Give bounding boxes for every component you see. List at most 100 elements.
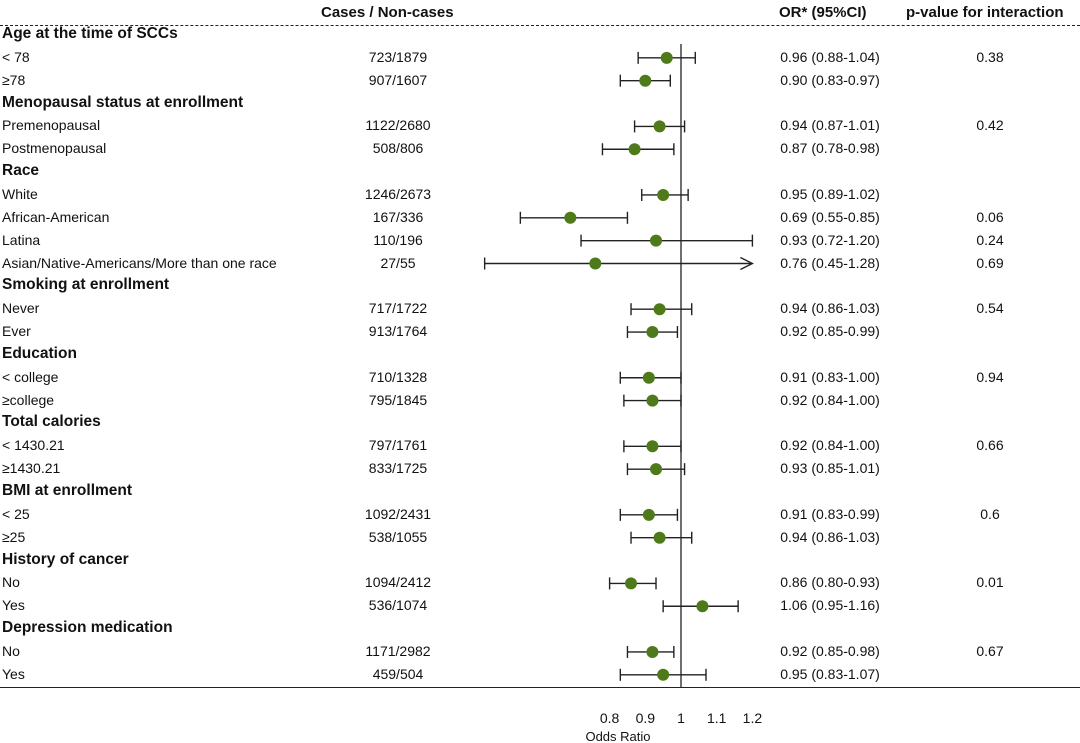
cases-value: 1094/2412 <box>364 574 432 591</box>
cases-value: 536/1074 <box>368 597 428 614</box>
row-label: No <box>2 642 20 659</box>
row-label: Latina <box>2 231 41 248</box>
or-point <box>650 463 663 476</box>
or-ci-value: 0.93 (0.85-1.01) <box>780 460 880 477</box>
row-label: < 78 <box>2 48 30 65</box>
or-ci-value: 0.76 (0.45-1.28) <box>780 254 880 271</box>
or-ci-value: 0.92 (0.84-1.00) <box>780 437 880 454</box>
group-heading: Depression medication <box>2 619 173 637</box>
or-ci-value: 0.95 (0.83-1.07) <box>780 665 880 682</box>
p-value: 0.69 <box>976 254 1004 271</box>
p-value: 0.66 <box>976 437 1004 454</box>
or-point <box>696 600 709 613</box>
cases-value: 508/806 <box>372 140 424 157</box>
group-heading: BMI at enrollment <box>2 482 133 499</box>
or-ci-value: 0.96 (0.88-1.04) <box>780 48 880 65</box>
row-label: < 25 <box>2 505 30 522</box>
group-heading: Total calories <box>2 413 101 431</box>
or-ci-value: 0.95 (0.89-1.02) <box>780 185 880 202</box>
or-ci-value: 0.91 (0.83-0.99) <box>780 505 880 522</box>
or-point <box>589 257 602 270</box>
p-value: 0.94 <box>976 368 1004 385</box>
or-point <box>639 74 652 87</box>
or-point <box>650 234 663 247</box>
or-ci-value: 0.87 (0.78-0.98) <box>780 140 880 157</box>
header-pvalue: p-value for interaction <box>906 4 1064 21</box>
cases-value: 110/196 <box>373 231 423 248</box>
or-point <box>660 51 673 64</box>
or-point <box>646 326 659 339</box>
or-point <box>653 303 666 316</box>
cases-value: 723/1879 <box>368 48 428 65</box>
cases-value: 833/1725 <box>368 460 428 477</box>
x-tick-label: 1.2 <box>743 710 763 726</box>
group-heading: Menopausal status at enrollment <box>2 93 244 111</box>
cases-value: 167/336 <box>372 208 424 225</box>
row-label: ≥1430.21 <box>2 460 61 477</box>
p-value: 0.01 <box>976 574 1004 591</box>
or-point <box>657 188 670 201</box>
or-point <box>646 645 659 658</box>
cases-value: 1246/2673 <box>364 185 432 202</box>
group-heading: Age at the time of SCCs <box>2 25 178 42</box>
p-value: 0.42 <box>976 117 1004 134</box>
cases-value: 717/1722 <box>368 300 428 317</box>
or-point <box>625 577 638 590</box>
bottom-rule <box>0 687 1080 688</box>
or-point <box>564 211 577 224</box>
p-value: 0.54 <box>976 300 1004 317</box>
x-tick-label: 1 <box>677 710 685 726</box>
group-heading: Race <box>2 162 40 180</box>
row-label: African-American <box>2 208 110 225</box>
or-point <box>642 371 655 384</box>
cases-value: 1171/2982 <box>365 642 431 659</box>
row-label: Never <box>2 300 40 317</box>
cases-value: 913/1764 <box>368 323 428 340</box>
row-label: ≥college <box>2 391 55 408</box>
x-tick-label: 1.1 <box>707 710 727 726</box>
p-value: 0.06 <box>976 208 1004 225</box>
or-ci-value: 0.92 (0.85-0.99) <box>780 323 880 340</box>
row-label: Postmenopausal <box>2 140 107 157</box>
cases-value: 459/504 <box>372 665 424 682</box>
or-ci-value: 0.92 (0.85-0.98) <box>780 642 880 659</box>
row-label: ≥78 <box>2 71 26 88</box>
header-dashed-rule <box>0 25 1080 26</box>
cases-value: 27/55 <box>380 254 416 271</box>
or-point <box>642 508 655 521</box>
or-ci-value: 1.06 (0.95-1.16) <box>780 597 880 614</box>
p-value: 0.67 <box>976 642 1004 659</box>
group-heading: History of cancer <box>2 550 129 568</box>
row-label: Ever <box>2 323 31 340</box>
header-cases: Cases / Non-cases <box>321 4 454 21</box>
or-ci-value: 0.69 (0.55-0.85) <box>780 208 880 225</box>
or-point <box>646 440 659 453</box>
or-ci-value: 0.94 (0.86-1.03) <box>780 300 880 317</box>
header-or: OR* (95%CI) <box>779 4 867 21</box>
or-ci-value: 0.94 (0.87-1.01) <box>780 117 880 134</box>
group-heading: Smoking at enrollment <box>2 276 170 294</box>
x-axis-label: Odds Ratio <box>585 729 650 743</box>
x-tick-label: 0.9 <box>636 710 656 726</box>
or-point <box>653 531 666 544</box>
row-label: Asian/Native-Americans/More than one rac… <box>2 254 277 271</box>
row-label: No <box>2 574 20 591</box>
row-label: < college <box>2 368 59 385</box>
cases-value: 797/1761 <box>368 437 428 454</box>
row-label: Yes <box>2 665 25 682</box>
ci-arrow <box>740 256 754 271</box>
cases-value: 907/1607 <box>368 71 428 88</box>
cases-value: 538/1055 <box>368 528 428 545</box>
row-label: < 1430.21 <box>2 437 65 454</box>
group-heading: Education <box>2 344 77 362</box>
or-point <box>657 668 670 681</box>
cases-value: 795/1845 <box>368 391 428 408</box>
or-ci-value: 0.92 (0.84-1.00) <box>780 391 880 408</box>
row-label: Yes <box>2 597 25 614</box>
p-value: 0.24 <box>976 231 1004 248</box>
or-point <box>628 143 641 156</box>
or-ci-value: 0.91 (0.83-1.00) <box>780 368 880 385</box>
or-ci-value: 0.93 (0.72-1.20) <box>780 231 880 248</box>
x-tick-label: 0.8 <box>600 710 620 726</box>
